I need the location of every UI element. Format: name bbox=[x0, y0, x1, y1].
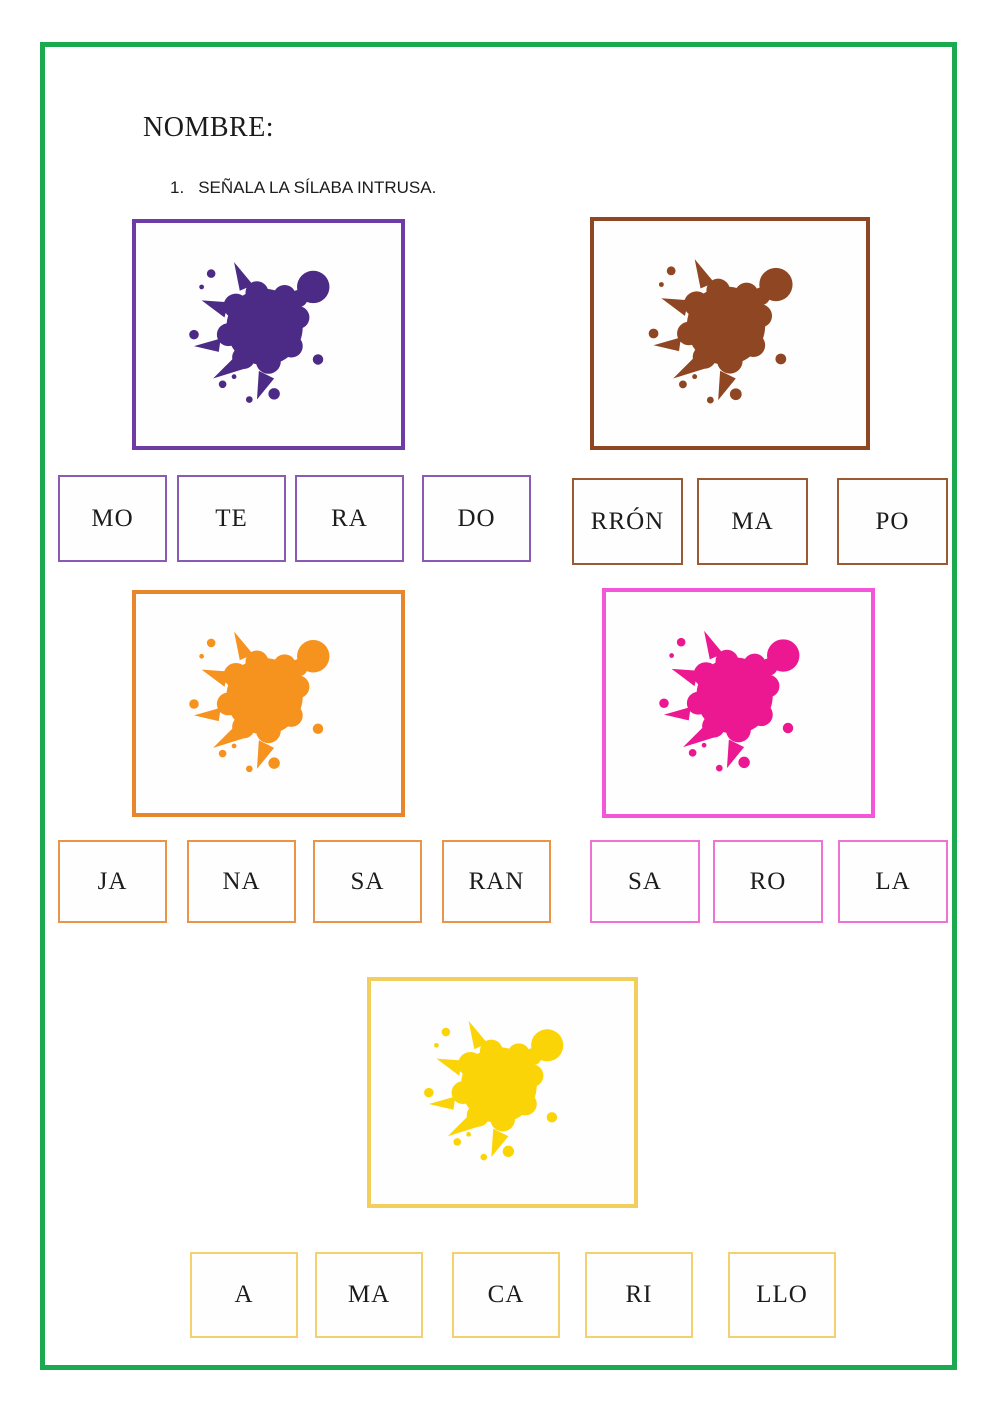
syllable-label: MA bbox=[347, 1281, 391, 1308]
name-label: NOMBRE: bbox=[143, 112, 275, 143]
syllable-tile-rron[interactable]: RRÓN bbox=[572, 478, 683, 565]
syllable-label: TE bbox=[215, 504, 248, 532]
syllable-tile-do[interactable]: DO bbox=[422, 475, 531, 562]
syllable-tile-ja[interactable]: JA bbox=[58, 840, 167, 923]
syllable-tile-la[interactable]: LA bbox=[838, 840, 948, 923]
syllable-tile-sa[interactable]: SA bbox=[313, 840, 422, 923]
syllable-label: RAN bbox=[468, 867, 525, 895]
syllable-label: MA bbox=[731, 507, 774, 535]
syllable-label: PO bbox=[875, 507, 910, 535]
syllable-label: RA bbox=[331, 504, 368, 532]
syllable-tile-ra[interactable]: RA bbox=[295, 475, 404, 562]
paint-splat-icon bbox=[643, 610, 834, 796]
syllable-label: MO bbox=[91, 504, 134, 532]
instruction-number: 1. bbox=[170, 178, 185, 197]
syllable-tile-mo[interactable]: MO bbox=[58, 475, 167, 562]
syllable-label: LA bbox=[875, 867, 911, 895]
syllable-tile-po[interactable]: PO bbox=[837, 478, 948, 565]
syllable-label: A bbox=[234, 1281, 254, 1308]
color-frame-amarillo bbox=[367, 977, 638, 1208]
syllable-label: RO bbox=[749, 867, 787, 895]
color-frame-marron bbox=[590, 217, 870, 450]
syllable-label: CA bbox=[487, 1281, 525, 1308]
syllable-tile-ma[interactable]: MA bbox=[697, 478, 808, 565]
paint-splat-icon bbox=[632, 239, 828, 428]
syllable-label: NA bbox=[222, 867, 261, 895]
syllable-label: RRÓN bbox=[590, 507, 665, 535]
syllable-tile-ma-amarillo[interactable]: MA bbox=[315, 1252, 423, 1338]
syllable-label: JA bbox=[97, 867, 128, 895]
syllable-label: SA bbox=[628, 867, 662, 895]
paint-splat-icon bbox=[173, 241, 364, 428]
syllable-tile-sa-rosa[interactable]: SA bbox=[590, 840, 700, 923]
syllable-tile-te[interactable]: TE bbox=[177, 475, 286, 562]
syllable-tile-ro[interactable]: RO bbox=[713, 840, 823, 923]
syllable-tile-llo[interactable]: LLO bbox=[728, 1252, 836, 1338]
page-border bbox=[40, 42, 957, 1370]
syllable-tile-ca[interactable]: CA bbox=[452, 1252, 560, 1338]
instruction: 1. SEÑALA LA SÍLABA INTRUSA. bbox=[170, 178, 436, 198]
syllable-tile-ran[interactable]: RAN bbox=[442, 840, 551, 923]
syllable-tile-ri[interactable]: RI bbox=[585, 1252, 693, 1338]
syllable-label: SA bbox=[350, 867, 385, 895]
instruction-text: SEÑALA LA SÍLABA INTRUSA. bbox=[198, 178, 437, 197]
color-frame-naranja bbox=[132, 590, 405, 817]
syllable-label: RI bbox=[625, 1281, 653, 1308]
syllable-tile-a[interactable]: A bbox=[190, 1252, 298, 1338]
syllable-label: DO bbox=[457, 504, 496, 532]
syllable-tile-na[interactable]: NA bbox=[187, 840, 296, 923]
paint-splat-icon bbox=[408, 999, 597, 1186]
color-frame-morado bbox=[132, 219, 405, 450]
syllable-label: LLO bbox=[756, 1281, 808, 1308]
paint-splat-icon bbox=[173, 612, 364, 796]
color-frame-rosa bbox=[602, 588, 875, 818]
